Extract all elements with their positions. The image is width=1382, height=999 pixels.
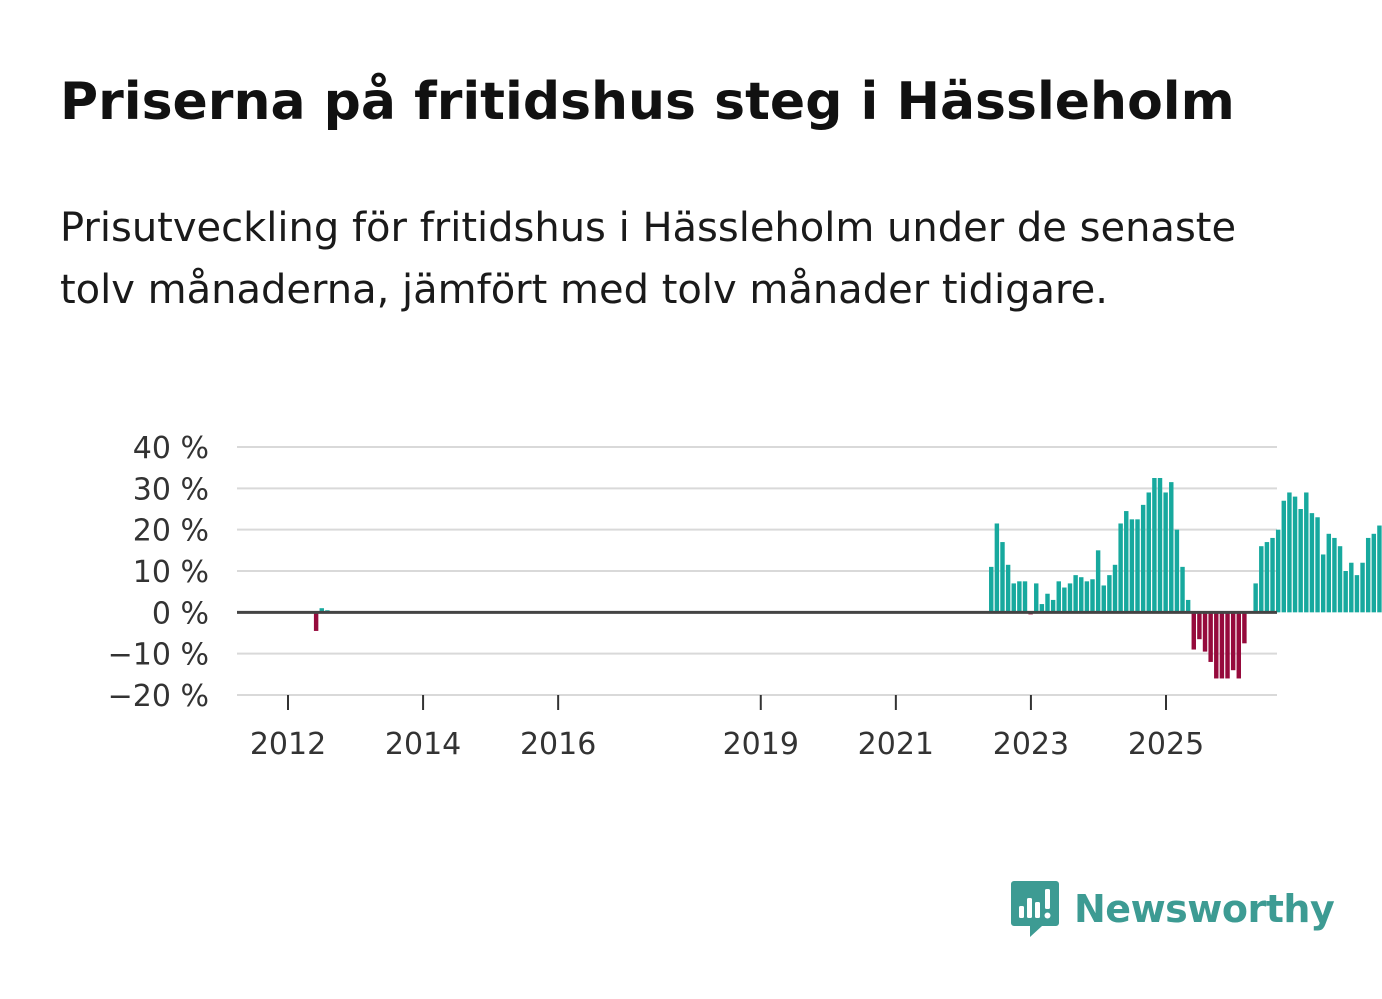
bar bbox=[1135, 519, 1140, 613]
bar bbox=[1157, 478, 1163, 613]
bar bbox=[1034, 583, 1039, 613]
bar bbox=[1304, 492, 1309, 613]
x-tick-label: 2023 bbox=[993, 727, 1069, 762]
bar bbox=[1000, 542, 1005, 613]
bar bbox=[1202, 612, 1208, 652]
bar bbox=[1360, 562, 1365, 613]
bar bbox=[1011, 583, 1016, 613]
y-tick-label: 10 % bbox=[133, 555, 209, 590]
bar bbox=[1169, 482, 1174, 613]
bar bbox=[1056, 581, 1061, 613]
y-tick-label: 40 % bbox=[133, 431, 209, 466]
bar bbox=[1174, 529, 1180, 613]
bar bbox=[1129, 519, 1135, 613]
bar bbox=[1264, 542, 1270, 613]
chart-subtitle: Prisutveckling för fritidshus i Hässleho… bbox=[60, 205, 1237, 313]
bar bbox=[1309, 513, 1315, 613]
brand-name: Newsworthy bbox=[1074, 887, 1335, 931]
bar bbox=[1101, 585, 1106, 613]
bar bbox=[1275, 529, 1281, 613]
y-axis-labels: 40 % 30 % 20 % 10 % 0 % −10 % −20 % bbox=[108, 431, 209, 714]
newsworthy-logo-icon bbox=[1011, 881, 1059, 937]
bar bbox=[1349, 562, 1354, 613]
bar bbox=[313, 612, 319, 631]
bar bbox=[1225, 612, 1230, 679]
bar bbox=[1180, 566, 1185, 613]
bar bbox=[1191, 612, 1196, 650]
gridlines bbox=[237, 446, 1277, 696]
bar bbox=[1287, 492, 1292, 613]
bar bbox=[1326, 533, 1332, 613]
bar bbox=[1365, 537, 1371, 613]
bars bbox=[313, 478, 1382, 679]
bar bbox=[1073, 575, 1078, 613]
x-tick-label: 2019 bbox=[723, 727, 799, 762]
bar bbox=[1208, 612, 1213, 662]
x-tick-label: 2025 bbox=[1128, 727, 1204, 762]
bar bbox=[989, 566, 994, 613]
bar bbox=[1219, 612, 1225, 679]
bar bbox=[1377, 525, 1382, 613]
bar bbox=[1236, 612, 1241, 679]
bar bbox=[1146, 492, 1151, 613]
bar bbox=[1163, 492, 1168, 613]
bar bbox=[1253, 583, 1258, 613]
bar bbox=[994, 523, 1000, 613]
x-tick-label: 2012 bbox=[250, 727, 326, 762]
bar bbox=[1067, 583, 1073, 613]
bar bbox=[1230, 612, 1236, 671]
bar bbox=[1140, 504, 1146, 613]
bar bbox=[1259, 546, 1264, 613]
bar bbox=[1112, 564, 1118, 613]
x-tick-label: 2014 bbox=[385, 727, 461, 762]
bar bbox=[1152, 478, 1157, 613]
bar bbox=[1005, 564, 1011, 613]
bar bbox=[1095, 550, 1101, 613]
bar bbox=[1320, 554, 1326, 613]
bar bbox=[1332, 537, 1337, 613]
bar bbox=[1371, 533, 1377, 613]
bar bbox=[1045, 593, 1050, 613]
x-axis: 2012 2014 2016 2019 2021 2023 2025 bbox=[250, 695, 1204, 762]
y-tick-label: −10 % bbox=[108, 638, 209, 673]
x-tick-label: 2016 bbox=[520, 727, 596, 762]
bar bbox=[1354, 575, 1360, 613]
bar bbox=[1118, 523, 1123, 613]
bar bbox=[1079, 577, 1084, 613]
bar bbox=[1084, 581, 1090, 613]
bar bbox=[1022, 581, 1028, 613]
bar bbox=[1343, 571, 1348, 613]
bar bbox=[1050, 599, 1056, 613]
bar bbox=[1270, 537, 1275, 613]
bar bbox=[1039, 604, 1045, 613]
bar bbox=[1298, 509, 1303, 613]
bar bbox=[319, 608, 324, 613]
y-tick-label: 20 % bbox=[133, 514, 209, 549]
x-tick-label: 2021 bbox=[858, 727, 934, 762]
bar bbox=[1185, 599, 1191, 613]
bar bbox=[1315, 517, 1320, 613]
chart-title: Priserna på fritidshus steg i Hässleholm bbox=[60, 72, 1235, 132]
bar bbox=[1242, 612, 1247, 644]
y-tick-label: 30 % bbox=[133, 472, 209, 507]
bar bbox=[1214, 612, 1219, 679]
bar bbox=[1197, 612, 1202, 640]
bar bbox=[1107, 575, 1112, 613]
bar bbox=[1281, 500, 1286, 613]
y-tick-label: 0 % bbox=[152, 596, 209, 631]
y-tick-label: −20 % bbox=[108, 679, 209, 714]
bar bbox=[1292, 496, 1298, 613]
bar bbox=[1062, 587, 1067, 613]
bar bbox=[1337, 546, 1343, 613]
bar bbox=[1124, 511, 1129, 613]
brand-logo: Newsworthy bbox=[1010, 879, 1335, 939]
bar bbox=[1017, 581, 1022, 613]
bar bbox=[1090, 579, 1095, 613]
